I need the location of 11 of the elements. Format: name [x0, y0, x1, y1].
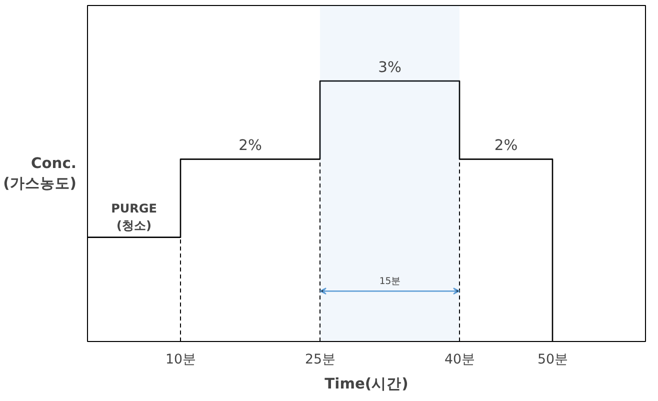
annotation: 2% [494, 137, 518, 154]
x-tick-label: 50분 [538, 352, 568, 368]
y-axis-title: Conc. (가스농도) [3, 154, 77, 192]
band-label: 15분 [379, 276, 400, 288]
x-tick-label: 10분 [166, 352, 196, 368]
x-tick-label: 40분 [444, 352, 474, 368]
annotation: PURGE (청소) [111, 202, 157, 232]
annotation: 3% [378, 59, 402, 76]
annotation: 2% [238, 137, 262, 154]
x-axis-title: Time(시간) [324, 376, 408, 392]
x-tick-label: 25분 [305, 352, 335, 368]
